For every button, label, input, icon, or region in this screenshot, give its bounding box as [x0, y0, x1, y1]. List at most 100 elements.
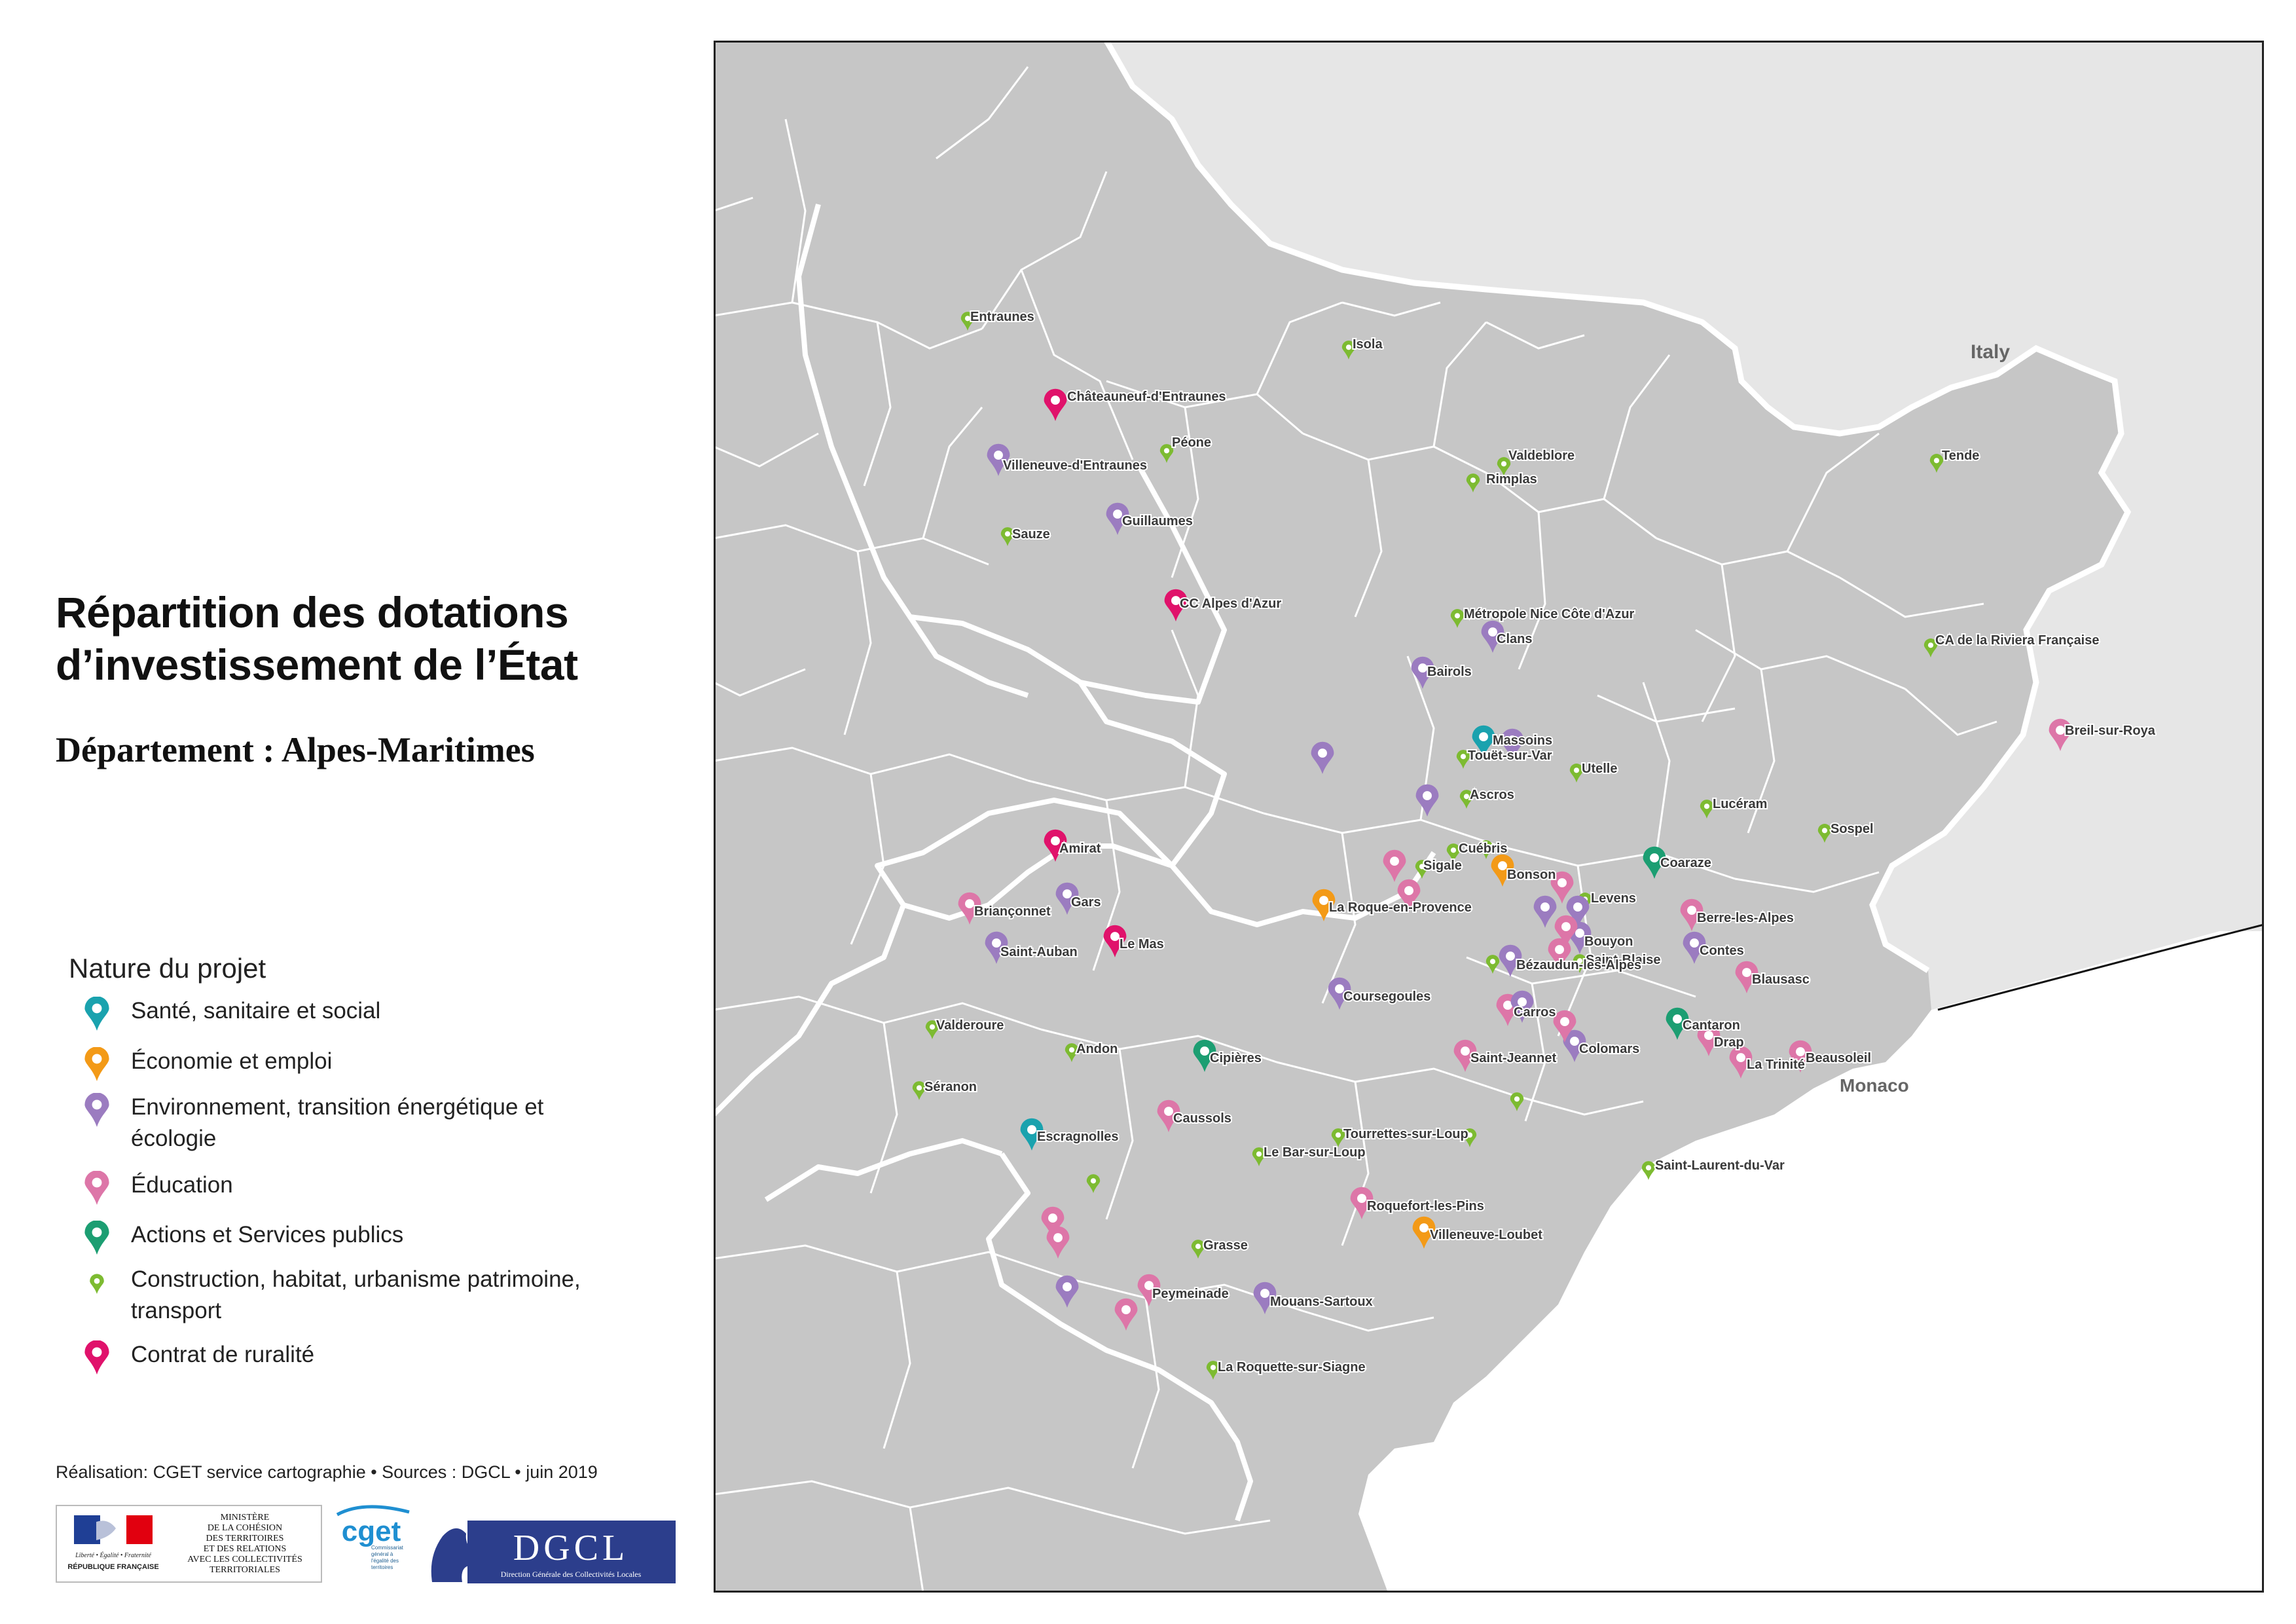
map-pin-icon: [1459, 790, 1474, 809]
marker-education[interactable]: [1550, 871, 1574, 904]
marker-construction[interactable]: [912, 1081, 926, 1100]
legend-marker[interactable]: [84, 997, 109, 1031]
legend-marker[interactable]: [84, 1171, 109, 1205]
marker-construction[interactable]: [1700, 800, 1714, 819]
marker-education[interactable]: [1680, 898, 1704, 931]
marker-environnement[interactable]: [1055, 1275, 1079, 1308]
marker-environnement[interactable]: [1311, 741, 1334, 774]
marker-education[interactable]: [1383, 849, 1406, 882]
marker-construction[interactable]: [1569, 764, 1584, 783]
pin-hole: [994, 451, 1003, 460]
marker-economie[interactable]: [1491, 854, 1514, 887]
marker-environnement[interactable]: [1411, 656, 1434, 689]
marker-construction[interactable]: [925, 1020, 939, 1039]
marker-environnement[interactable]: [1563, 1029, 1586, 1062]
map-pin-icon: [1683, 931, 1706, 964]
marker-construction[interactable]: [1466, 473, 1480, 492]
marker-education[interactable]: [1735, 961, 1758, 993]
map[interactable]: Italy Monaco Entraunes Isola Châteauneuf-d'E…: [712, 39, 2265, 1593]
map-canvas[interactable]: Italy Monaco Entraunes Isola Châteauneuf-d'E…: [712, 39, 2265, 1593]
map-pin-icon: [1415, 784, 1439, 817]
marker-environnement[interactable]: [1415, 784, 1439, 817]
marker-construction[interactable]: [1086, 1174, 1101, 1193]
marker-construction[interactable]: [1446, 843, 1461, 862]
marker-ruralite[interactable]: [1044, 829, 1067, 862]
marker-construction[interactable]: [1459, 790, 1474, 809]
marker-ruralite[interactable]: [1164, 589, 1188, 621]
marker-education[interactable]: [1453, 1039, 1477, 1072]
marker-construction[interactable]: [1641, 1161, 1656, 1180]
marker-education[interactable]: [1697, 1024, 1721, 1056]
marker-economie[interactable]: [1312, 889, 1336, 921]
marker-construction[interactable]: [1159, 444, 1174, 463]
map-pin-icon: [1680, 898, 1704, 931]
marker-environnement[interactable]: [1106, 502, 1129, 535]
marker-construction[interactable]: [1817, 824, 1832, 843]
marker-environnement[interactable]: [1501, 728, 1524, 761]
pin-hole: [1423, 791, 1432, 801]
marker-environnement[interactable]: [1055, 882, 1079, 915]
marker-construction[interactable]: [1450, 609, 1465, 628]
place-label: Guillaumes: [1122, 514, 1193, 528]
marker-construction[interactable]: [1206, 1361, 1220, 1380]
marker-construction[interactable]: [1923, 638, 1938, 657]
marker-education[interactable]: [1157, 1099, 1180, 1132]
marker-ruralite[interactable]: [1044, 388, 1067, 421]
marker-education[interactable]: [1350, 1187, 1374, 1219]
marker-environnement[interactable]: [1510, 990, 1534, 1023]
marker-construction[interactable]: [1341, 341, 1356, 360]
marker-construction[interactable]: [1510, 1092, 1524, 1111]
marker-education[interactable]: [1397, 879, 1421, 912]
marker-construction[interactable]: [1000, 527, 1015, 546]
marker-construction[interactable]: [1065, 1043, 1079, 1062]
marker-services[interactable]: [1643, 846, 1666, 879]
pin-hole: [94, 1278, 100, 1284]
marker-environnement[interactable]: [985, 931, 1008, 964]
marker-construction[interactable]: [1331, 1128, 1345, 1147]
legend-marker[interactable]: [84, 1221, 109, 1255]
marker-construction[interactable]: [1573, 954, 1587, 973]
marker-education[interactable]: [1789, 1040, 1812, 1073]
marker-education[interactable]: [1548, 938, 1571, 970]
marker-environnement[interactable]: [1499, 944, 1522, 977]
marker-education[interactable]: [1554, 915, 1578, 948]
marker-education[interactable]: [1729, 1046, 1753, 1079]
marker-environnement[interactable]: [1481, 620, 1504, 653]
marker-construction[interactable]: [1415, 860, 1429, 879]
marker-construction[interactable]: [960, 312, 975, 331]
place-label: Sigale: [1423, 858, 1462, 873]
marker-construction[interactable]: [1479, 840, 1493, 859]
marker-construction[interactable]: [1191, 1240, 1205, 1259]
marker-environnement[interactable]: [987, 443, 1010, 476]
place-label: Le Bar-sur-Loup: [1264, 1145, 1366, 1160]
marker-education[interactable]: [1553, 1010, 1576, 1043]
marker-construction[interactable]: [1497, 457, 1511, 476]
marker-education[interactable]: [1041, 1206, 1065, 1239]
marker-environnement[interactable]: [1253, 1282, 1277, 1314]
marker-environnement[interactable]: [1566, 895, 1590, 928]
map-pin-icon: [1341, 341, 1356, 360]
marker-environnement[interactable]: [1328, 977, 1351, 1010]
legend-marker[interactable]: [84, 1340, 109, 1375]
legend-marker[interactable]: [90, 1274, 104, 1294]
marker-construction[interactable]: [1485, 955, 1500, 974]
marker-construction[interactable]: [1929, 454, 1944, 473]
marker-construction[interactable]: [1463, 1128, 1477, 1147]
marker-education[interactable]: [1137, 1274, 1161, 1306]
marker-economie[interactable]: [1412, 1216, 1436, 1249]
marker-environnement[interactable]: [1683, 931, 1706, 964]
marker-ruralite[interactable]: [1103, 925, 1127, 957]
marker-sante[interactable]: [1020, 1118, 1044, 1151]
marker-services[interactable]: [1666, 1007, 1689, 1040]
marker-sante[interactable]: [1472, 725, 1495, 758]
marker-education[interactable]: [2049, 718, 2072, 751]
marker-construction[interactable]: [1252, 1147, 1266, 1166]
legend-marker[interactable]: [84, 1047, 109, 1081]
marker-education[interactable]: [1114, 1298, 1138, 1331]
legend-marker[interactable]: [84, 1093, 109, 1127]
map-pin-icon: [1456, 750, 1470, 769]
marker-environnement[interactable]: [1533, 895, 1557, 928]
marker-construction[interactable]: [1456, 750, 1470, 769]
marker-services[interactable]: [1193, 1039, 1216, 1072]
marker-education[interactable]: [958, 892, 981, 925]
